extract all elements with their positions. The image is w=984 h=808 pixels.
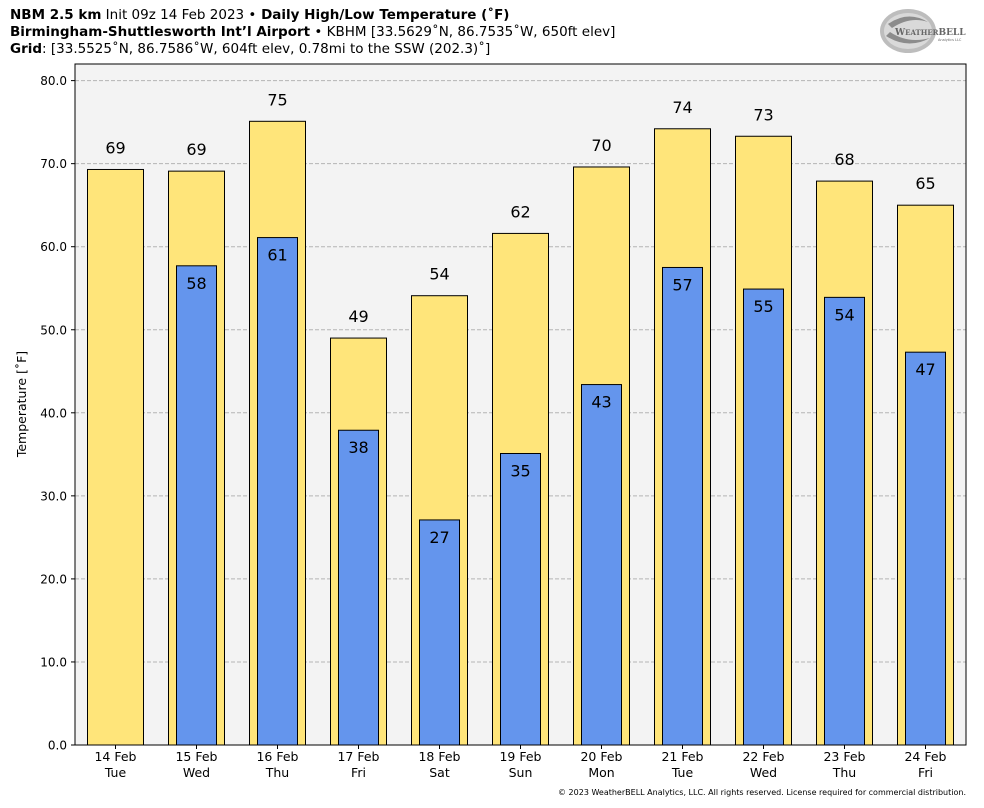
low-temp-label: 27 [429,528,449,547]
x-tick-date: 22 Feb [742,749,784,764]
high-temp-label: 65 [915,174,935,193]
model-name: NBM 2.5 km [10,7,102,23]
high-temp-label: 75 [267,90,287,109]
low-temp-label: 61 [267,246,287,265]
high-temp-label: 73 [753,105,773,124]
y-tick-label: 80.0 [40,74,67,88]
x-tick-day: Wed [183,765,210,780]
x-tick-date: 24 Feb [904,749,946,764]
x-tick-date: 23 Feb [823,749,865,764]
x-tick-date: 15 Feb [175,749,217,764]
grid-label: Grid [10,41,43,57]
x-tick-day: Thu [832,765,856,780]
x-tick-date: 17 Feb [337,749,379,764]
y-tick-label: 40.0 [40,406,67,420]
low-temp-label: 43 [591,393,611,412]
low-temp-bar [581,384,622,746]
x-tick-date: 19 Feb [499,749,541,764]
low-temp-label: 47 [915,360,935,379]
low-temp-bar [905,351,946,746]
y-tick-label: 0.0 [48,739,67,753]
low-temp-label: 38 [348,438,368,457]
x-tick-date: 21 Feb [661,749,703,764]
low-temp-bar [419,519,460,746]
low-temp-label: 57 [672,275,692,294]
header-line-1: NBM 2.5 km Init 09z 14 Feb 2023 • Daily … [10,7,509,23]
low-temp-bar [743,288,784,746]
low-temp-label: 54 [834,305,854,324]
station-name: Birmingham-Shuttlesworth Int’l Airport [10,24,311,40]
high-temp-label: 54 [429,265,449,284]
low-temp-label: 35 [510,461,530,480]
init-time: Init 09z 14 Feb 2023 [101,7,249,23]
high-temp-label: 69 [186,140,206,159]
header-separator: • [248,7,257,23]
high-temp-bar [87,168,144,746]
low-temp-bar [662,266,703,746]
y-tick-label: 60.0 [40,240,67,254]
high-temp-label: 69 [105,138,125,157]
low-temp-bar [176,265,217,746]
header-line-3: Grid: [33.5525˚N, 86.7586˚W, 604ft elev,… [10,41,490,57]
y-tick-label: 30.0 [40,489,67,503]
weatherbell-logo: WEATHERBELL Analytics LLC [880,9,966,53]
x-tick-day: Mon [588,765,614,780]
y-tick-label: 10.0 [40,655,67,669]
x-tick-day: Wed [750,765,777,780]
high-temp-label: 74 [672,98,692,117]
copyright-notice: © 2023 WeatherBELL Analytics, LLC. All r… [558,788,966,797]
y-tick-label: 20.0 [40,572,67,586]
low-temp-label: 55 [753,297,773,316]
low-temp-bar [257,237,298,746]
x-tick-date: 14 Feb [94,749,136,764]
x-tick-day: Thu [265,765,289,780]
x-tick-date: 18 Feb [418,749,460,764]
x-tick-day: Fri [918,765,933,780]
x-tick-date: 16 Feb [256,749,298,764]
x-tick-date: 20 Feb [580,749,622,764]
low-temp-bar [500,452,541,746]
x-tick-day: Tue [671,765,694,780]
high-temp-label: 68 [834,150,854,169]
svg-text:Analytics LLC: Analytics LLC [938,38,962,42]
low-temp-bar [824,296,865,746]
header-line-2: Birmingham-Shuttlesworth Int’l Airport •… [10,24,615,40]
y-tick-label: 50.0 [40,323,67,337]
x-tick-day: Sat [429,765,450,780]
x-tick-day: Fri [351,765,366,780]
high-temp-label: 70 [591,136,611,155]
high-temp-label: 49 [348,307,368,326]
low-temp-label: 58 [186,274,206,293]
header-separator-2: • [310,24,327,40]
product-title: Daily High/Low Temperature (˚F) [256,7,510,23]
y-axis-label: Temperature [˚F] [14,351,29,458]
low-temp-bar [338,429,379,746]
x-tick-day: Sun [509,765,533,780]
grid-details: : [33.5525˚N, 86.7586˚W, 604ft elev, 0.7… [42,41,491,57]
station-details: KBHM [33.5629˚N, 86.7535˚W, 650ft elev] [326,24,616,40]
y-tick-label: 70.0 [40,157,67,171]
axes: 0.0 10.0 20.0 30.0 40.0 50.0 60.0 70.0 80.0 14 Fe… [40,74,946,780]
x-tick-day: Tue [104,765,127,780]
svg-text:WEATHERBELL: WEATHERBELL [894,28,966,38]
high-temp-label: 62 [510,202,530,221]
value-labels: 69 69 58 75 61 49 38 54 27 62 35 70 43 74 57 73 55 68 54 65… [105,90,935,547]
